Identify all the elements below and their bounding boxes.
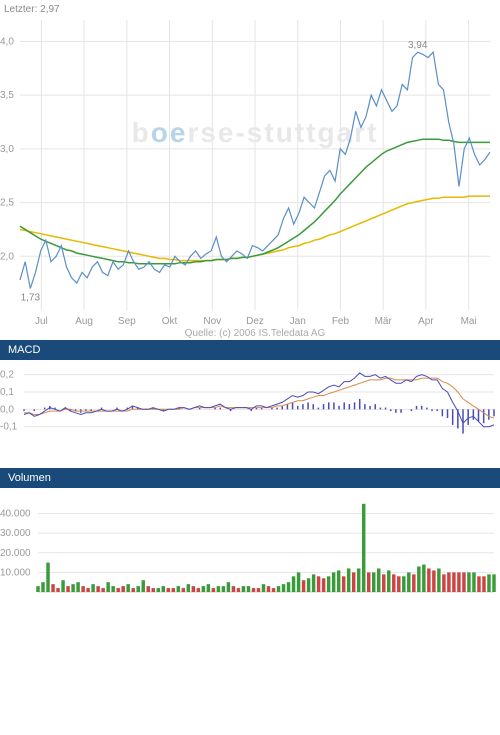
volume-chart: 10.000 20.000 30.000 40.000	[0, 488, 500, 598]
price-chart: Letzter: 2,97 2,0 2,5 3,0 3,5 4,0 Jul Aug Sep Okt…	[0, 0, 500, 340]
volume-title: Volumen	[8, 472, 51, 484]
svg-text:-0,1: -0,1	[0, 422, 18, 433]
svg-text:0,0: 0,0	[0, 404, 14, 415]
svg-text:Quelle: (c) 2006 IS.Teledata A: Quelle: (c) 2006 IS.Teledata AG	[185, 328, 326, 339]
svg-text:Letzter: 2,97: Letzter: 2,97	[4, 4, 60, 15]
svg-text:20.000: 20.000	[0, 548, 31, 559]
macd-header: MACD	[0, 340, 500, 360]
svg-text:40.000: 40.000	[0, 509, 31, 520]
svg-text:1,73: 1,73	[21, 293, 41, 304]
svg-text:10.000: 10.000	[0, 567, 31, 578]
svg-text:0,1: 0,1	[0, 387, 14, 398]
svg-text:Nov: Nov	[203, 316, 221, 327]
svg-text:boerse-stuttgart: boerse-stuttgart	[132, 117, 379, 148]
svg-text:Okt: Okt	[162, 316, 178, 327]
svg-text:Sep: Sep	[118, 316, 136, 327]
svg-text:2,0: 2,0	[0, 251, 14, 262]
svg-text:0,2: 0,2	[0, 370, 14, 381]
svg-text:4,0: 4,0	[0, 36, 14, 47]
svg-text:Mai: Mai	[461, 316, 477, 327]
svg-text:3,5: 3,5	[0, 90, 14, 101]
svg-text:30.000: 30.000	[0, 528, 31, 539]
svg-text:2,5: 2,5	[0, 198, 14, 209]
svg-text:Dez: Dez	[246, 316, 264, 327]
svg-text:Apr: Apr	[418, 316, 434, 327]
svg-text:Mär: Mär	[375, 316, 393, 327]
svg-text:3,94: 3,94	[408, 40, 428, 51]
svg-text:Aug: Aug	[75, 316, 93, 327]
price-chart-container: Letzter: 2,97 2,0 2,5 3,0 3,5 4,0 Jul Aug Sep Okt…	[0, 0, 500, 340]
svg-text:Feb: Feb	[332, 316, 350, 327]
volume-header: Volumen	[0, 468, 500, 488]
macd-title: MACD	[8, 344, 40, 356]
macd-chart: -0,1 0,0 0,1 0,2	[0, 360, 500, 450]
svg-text:Jul: Jul	[35, 316, 48, 327]
svg-text:3,0: 3,0	[0, 144, 14, 155]
svg-text:Jan: Jan	[290, 316, 306, 327]
